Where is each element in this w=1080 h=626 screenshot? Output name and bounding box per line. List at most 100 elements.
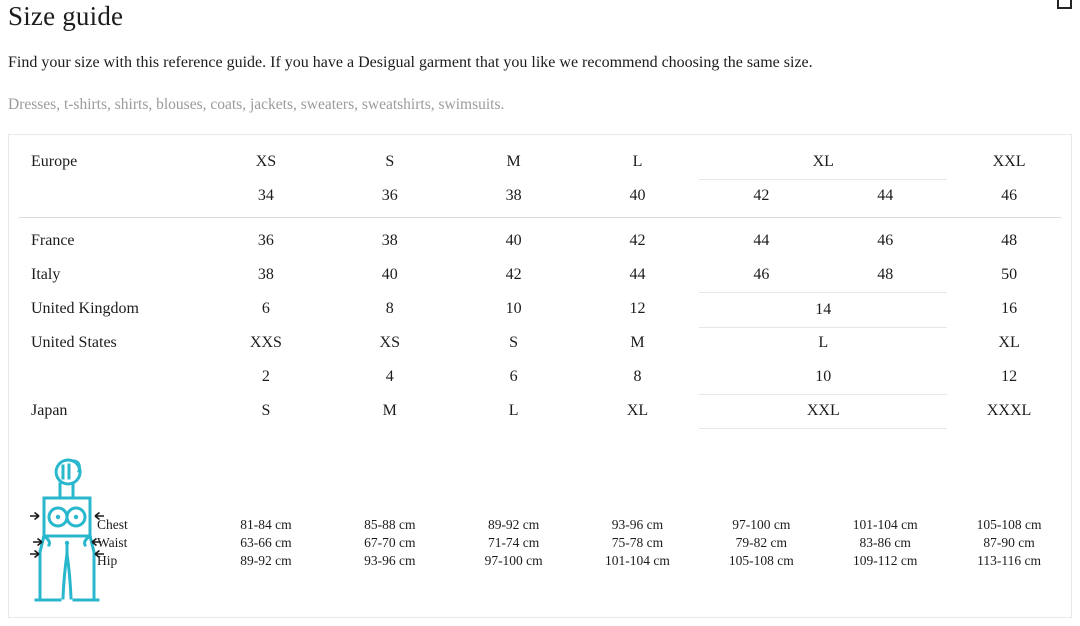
row-label: France	[31, 232, 75, 249]
measurement-value: 109-112 cm	[853, 553, 918, 568]
row-europe-numbers: 34 36 38 40 42 44 46	[9, 179, 1071, 213]
size-table: Europe XS S M L XL XXL 34 36 38 40 42 44…	[8, 134, 1072, 618]
size-cell: 46	[753, 266, 770, 283]
size-cell: XS	[255, 153, 277, 170]
size-cell: XL	[626, 402, 649, 419]
size-cell: 6	[261, 300, 270, 317]
measurement-value: 105-108 cm	[728, 553, 794, 568]
measurement-value: 89-92 cm	[487, 517, 540, 532]
size-cell: 50	[1001, 266, 1018, 283]
size-cell: M	[382, 402, 397, 419]
size-cell: 10	[505, 300, 522, 317]
measurement-value: 101-104 cm	[852, 517, 918, 532]
size-cell: 2	[261, 368, 270, 385]
row-label: Japan	[31, 402, 68, 419]
measure-arrows-icon	[30, 511, 104, 559]
size-cell: 40	[381, 266, 398, 283]
size-cell: 36	[257, 232, 274, 249]
body-measurements-section: Chest 81-84 cm 85-88 cm 89-92 cm 93-96 c…	[9, 456, 1071, 602]
size-cell: 12	[629, 300, 646, 317]
size-cell-merged: XXL	[699, 394, 948, 429]
size-cell: 12	[1001, 368, 1018, 385]
measurement-label: Waist	[97, 535, 128, 550]
measurement-row-waist: Waist 63-66 cm 67-70 cm 71-74 cm 75-78 c…	[9, 534, 1071, 552]
size-cell: 38	[505, 187, 522, 204]
row-label: United States	[31, 334, 117, 351]
measurement-value: 89-92 cm	[240, 553, 292, 568]
measurement-value: 79-82 cm	[735, 535, 788, 550]
measurement-value: 105-108 cm	[976, 517, 1042, 532]
row-united-kingdom: United Kingdom 6 8 10 12 14 16	[9, 292, 1071, 328]
size-cell: L	[508, 402, 519, 419]
size-cell: 46	[1001, 187, 1018, 204]
size-cell: S	[261, 402, 271, 419]
measurement-value: 71-74 cm	[487, 535, 540, 550]
size-cell: L	[632, 153, 643, 170]
row-label: Europe	[31, 153, 78, 170]
size-cell: M	[630, 334, 645, 351]
row-label: Italy	[31, 266, 61, 283]
size-cell: 46	[877, 232, 894, 249]
size-cell: 42	[753, 187, 770, 204]
measurement-value: 63-66 cm	[240, 535, 292, 550]
measurement-row-hip: Hip 89-92 cm 93-96 cm 97-100 cm 101-104 …	[9, 552, 1071, 570]
page-title: Size guide	[8, 1, 124, 31]
size-cell: 40	[505, 232, 522, 249]
size-cell: M	[506, 153, 521, 170]
row-label-empty	[9, 179, 204, 213]
row-japan: Japan S M L XL XXL XXXL	[9, 394, 1071, 429]
measurement-value: 97-100 cm	[732, 517, 791, 532]
size-cell: 8	[385, 300, 394, 317]
measurement-value: 93-96 cm	[364, 553, 416, 568]
size-cell: 40	[629, 187, 646, 204]
section-divider	[19, 217, 1061, 218]
row-france: France 36 38 40 42 44 46 48	[9, 224, 1071, 258]
header: Size guide	[8, 0, 1072, 31]
size-cell: 48	[877, 266, 894, 283]
measurement-value: 81-84 cm	[240, 517, 292, 532]
size-cell: 42	[505, 266, 522, 283]
size-cell: 34	[257, 187, 274, 204]
measurement-row-chest: Chest 81-84 cm 85-88 cm 89-92 cm 93-96 c…	[9, 516, 1071, 534]
size-cell: XL	[998, 334, 1020, 351]
measurement-value: 93-96 cm	[611, 517, 664, 532]
row-label-empty	[9, 360, 204, 395]
size-cell: XS	[379, 334, 400, 351]
size-cell: S	[509, 334, 519, 351]
row-europe-sizes: Europe XS S M L XL XXL	[9, 145, 1071, 180]
size-cell: XXS	[249, 334, 282, 351]
size-cell: 44	[629, 266, 646, 283]
size-cell: 38	[257, 266, 274, 283]
measurement-rows: Chest 81-84 cm 85-88 cm 89-92 cm 93-96 c…	[9, 456, 1071, 570]
measurement-label: Chest	[97, 517, 128, 532]
size-cell: XXL	[992, 153, 1026, 170]
size-cell: 44	[753, 232, 770, 249]
size-cell: S	[385, 153, 395, 170]
size-cell: 4	[385, 368, 394, 385]
size-cell: 8	[633, 368, 642, 385]
row-united-states-numbers: 2 4 6 8 10 12	[9, 360, 1071, 395]
size-cell: 42	[629, 232, 646, 249]
measurement-value: 85-88 cm	[364, 517, 416, 532]
measurement-value: 83-86 cm	[859, 535, 911, 550]
size-cell: 6	[509, 368, 518, 385]
size-cell: 16	[1001, 300, 1018, 317]
size-cell-merged: L	[818, 334, 829, 351]
row-label: United Kingdom	[31, 300, 139, 317]
body-figure-icon	[30, 458, 104, 602]
size-cell-merged: 10	[699, 360, 948, 395]
measurement-label: Hip	[97, 553, 118, 568]
close-icon[interactable]	[1057, 0, 1072, 9]
category-list: Dresses, t-shirts, shirts, blouses, coat…	[8, 96, 505, 113]
measurement-value: 87-90 cm	[983, 535, 1035, 550]
size-cell-merged: 14	[699, 292, 948, 328]
row-united-states-sizes: United States XXS XS S M L XL	[9, 326, 1071, 360]
size-cell: 44	[877, 187, 894, 204]
size-cell: XXXL	[986, 402, 1032, 419]
size-cell: 48	[1001, 232, 1018, 249]
size-cell-merged: XL	[699, 145, 948, 180]
measurement-value: 67-70 cm	[364, 535, 416, 550]
measurement-value: 113-116 cm	[977, 553, 1041, 568]
size-cell: 36	[381, 187, 398, 204]
measurement-value: 101-104 cm	[605, 553, 670, 568]
